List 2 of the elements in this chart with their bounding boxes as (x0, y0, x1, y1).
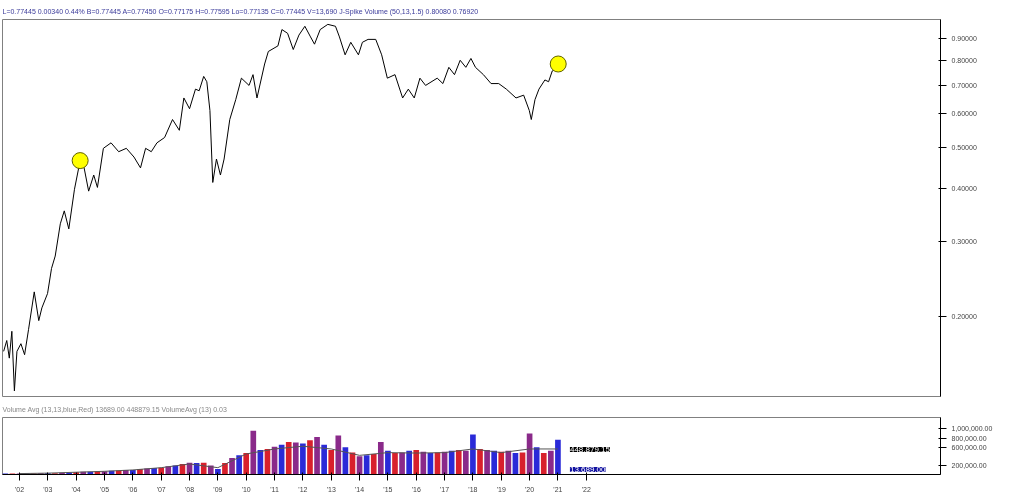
annotation: 448,879.15 (569, 445, 611, 455)
annotation: 13,689.00 (569, 464, 607, 474)
